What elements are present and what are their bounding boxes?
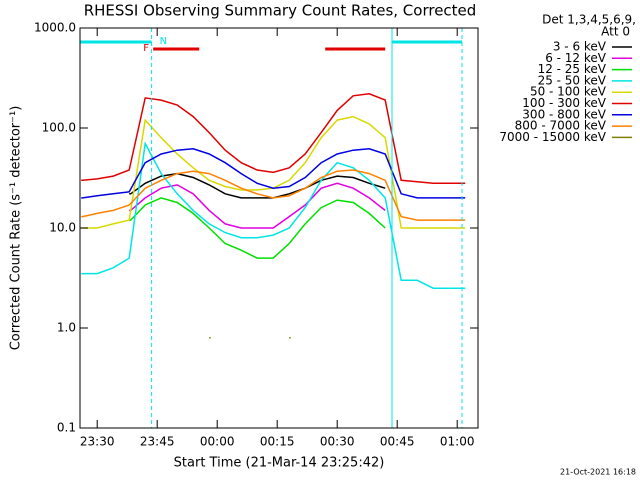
- legend-label: 800 - 7000 keV: [515, 119, 607, 133]
- series-line: [81, 115, 466, 229]
- x-tick-label: 00:00: [200, 435, 235, 449]
- chart-title: RHESSI Observing Summary Count Rates, Co…: [84, 2, 477, 20]
- legend-label: 100 - 300 keV: [522, 96, 606, 110]
- series-line: [129, 197, 386, 259]
- x-axis-label: Start Time (21-Mar-14 23:25:42): [174, 456, 385, 471]
- x-tick-label: 23:45: [140, 435, 175, 449]
- x-tick-label: 01:00: [440, 435, 475, 449]
- legend-label: 12 - 25 keV: [538, 62, 607, 76]
- legend-label: 6 - 12 keV: [545, 51, 607, 65]
- flare-label: F: [143, 43, 149, 54]
- x-tick-label: 00:15: [260, 435, 295, 449]
- y-tick-label: 1000.0: [34, 21, 76, 35]
- series-line: [81, 169, 466, 221]
- series-line: [81, 141, 466, 289]
- legend-label: 50 - 100 keV: [530, 85, 607, 99]
- legend-title: Det 1,3,4,5,6,9,: [542, 13, 636, 27]
- series-line: [129, 172, 386, 199]
- legend-label: 7000 - 15000 keV: [499, 130, 606, 144]
- y-tick-label: 100.0: [42, 121, 76, 135]
- x-tick-label: 00:30: [320, 435, 355, 449]
- legend-label: 25 - 50 keV: [538, 73, 607, 87]
- footer: 21-Oct-2021 16:18: [560, 468, 636, 477]
- y-tick-label: 0.1: [57, 421, 76, 435]
- legend-label: 300 - 800 keV: [522, 107, 606, 121]
- y-axis-label: Corrected Count Rate (s⁻¹ detector⁻¹): [9, 106, 24, 351]
- series-line: [81, 93, 466, 185]
- series-line: [129, 182, 386, 229]
- legend-title: Att 0: [601, 25, 630, 39]
- y-tick-label: 10.0: [49, 221, 76, 235]
- night-label: N: [160, 36, 167, 47]
- x-tick-label: 23:30: [80, 435, 115, 449]
- x-tick-label: 00:45: [380, 435, 415, 449]
- series-line: [81, 148, 466, 199]
- legend-label: 3 - 6 keV: [553, 40, 607, 54]
- y-tick-label: 1.0: [57, 321, 76, 335]
